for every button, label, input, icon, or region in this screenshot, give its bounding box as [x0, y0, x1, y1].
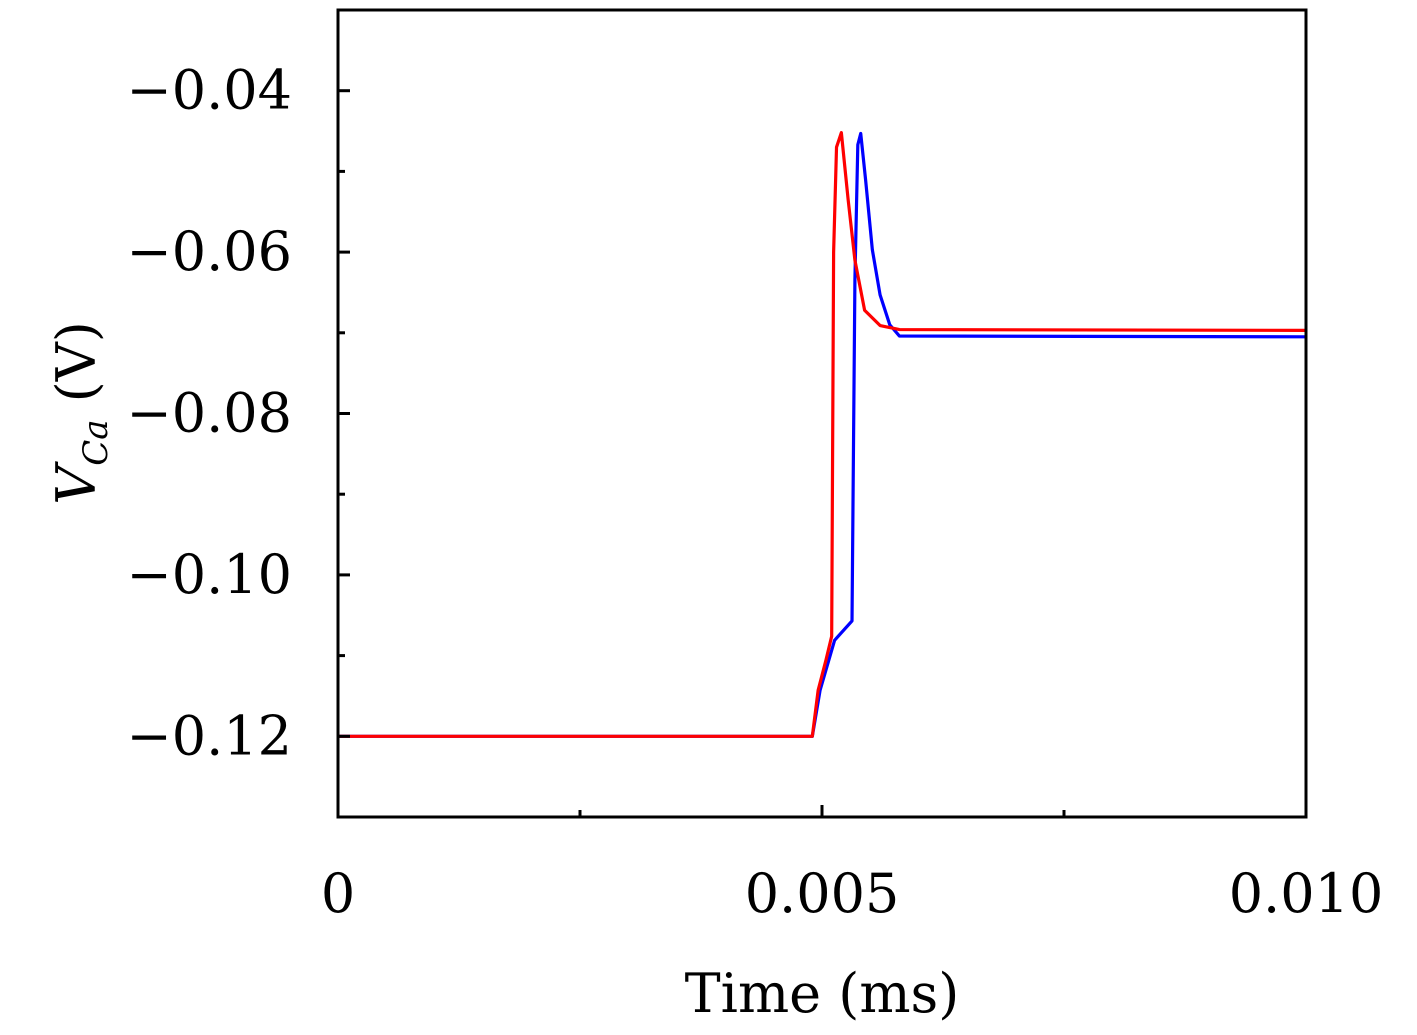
plot-frame [336, 8, 1308, 819]
y-tick-label: −0.12 [127, 704, 292, 767]
series-line-0 [338, 131, 1307, 738]
y-tick-label: −0.08 [127, 382, 292, 445]
y-tick-label: −0.06 [127, 220, 292, 283]
x-tick-label: 0.005 [745, 862, 900, 925]
x-tick-label: 0.010 [1229, 862, 1384, 925]
y-tick-label: −0.10 [127, 543, 292, 606]
x-axis-label: Time (ms) [685, 962, 960, 1025]
y-axis-label: VCa (V) [45, 321, 116, 505]
y-tick-label: −0.04 [127, 59, 292, 122]
x-tick-label: 0 [321, 862, 355, 925]
series-line-1 [338, 131, 1307, 738]
